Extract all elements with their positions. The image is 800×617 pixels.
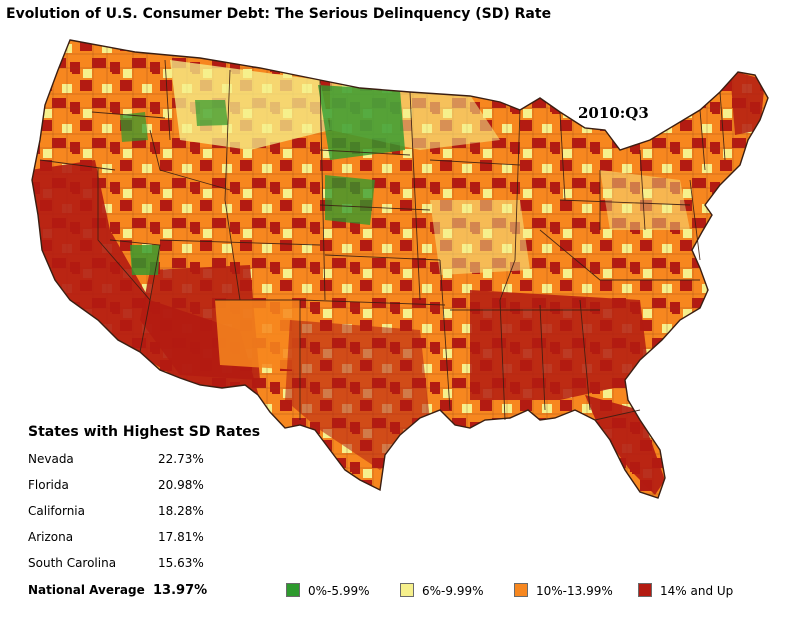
- period-label: 2010:Q3: [578, 104, 649, 122]
- legend-label: 6%-9.99%: [422, 584, 484, 598]
- state-rate: 20.98%: [158, 478, 204, 492]
- state-rate: 18.28%: [158, 504, 204, 518]
- ranking-row: Nevada 22.73%: [28, 452, 248, 470]
- national-average-label: National Average: [28, 583, 145, 597]
- national-average-rate: 13.97%: [153, 583, 208, 598]
- legend-swatch-orange: [514, 583, 528, 597]
- ranking-row: Arizona 17.81%: [28, 530, 248, 548]
- ranking-heading: States with Highest SD Rates: [28, 424, 261, 440]
- state-name: California: [28, 504, 85, 518]
- ranking-row: California 18.28%: [28, 504, 248, 522]
- state-name: Florida: [28, 478, 69, 492]
- legend-swatch-yellow: [400, 583, 414, 597]
- state-rate: 22.73%: [158, 452, 204, 466]
- legend-label: 0%-5.99%: [308, 584, 370, 598]
- chart-title: Evolution of U.S. Consumer Debt: The Ser…: [6, 6, 552, 22]
- state-rate: 17.81%: [158, 530, 204, 544]
- state-name: Arizona: [28, 530, 74, 544]
- legend-label: 14% and Up: [660, 584, 734, 598]
- state-name: Nevada: [28, 452, 74, 466]
- legend-swatch-red: [638, 583, 652, 597]
- legend-swatch-green: [286, 583, 300, 597]
- state-name: South Carolina: [28, 556, 117, 570]
- state-rate: 15.63%: [158, 556, 204, 570]
- legend-label: 10%-13.99%: [536, 584, 613, 598]
- ranking-row: Florida 20.98%: [28, 478, 248, 496]
- ranking-row: South Carolina 15.63%: [28, 556, 248, 574]
